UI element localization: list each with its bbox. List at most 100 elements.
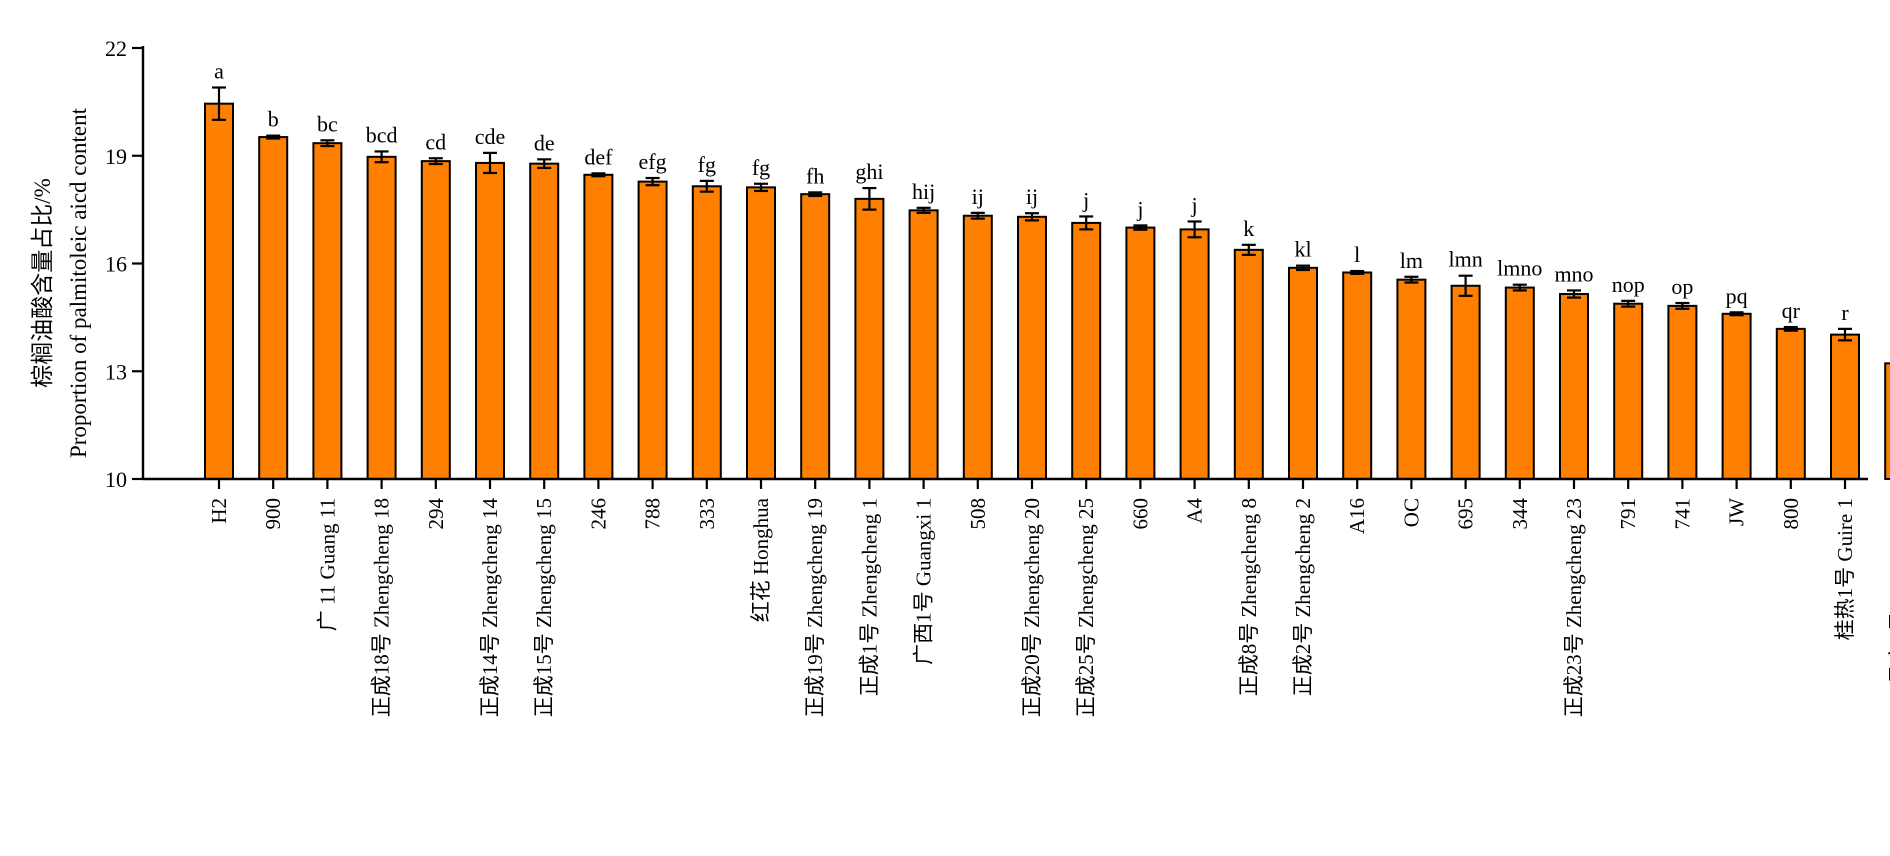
- x-tick-label: 正成15号 Zhengcheng 15: [532, 498, 556, 717]
- x-tick-label: 正成25号 Zhengcheng 25: [1074, 498, 1098, 717]
- bar: [1017, 215, 1047, 481]
- bar: [1721, 312, 1752, 480]
- axes-group: [141, 46, 1868, 481]
- significance-label: nop: [1612, 272, 1645, 297]
- significance-label: r: [1841, 300, 1849, 325]
- significance-label: ij: [972, 184, 984, 209]
- bar: [1667, 304, 1698, 480]
- error-bar: [1567, 289, 1581, 299]
- error-bar: [1404, 275, 1419, 284]
- error-bar: [808, 191, 823, 198]
- x-tick-label: 正成14号 Zhengcheng 14: [478, 498, 502, 718]
- x-tick-label: 800: [1779, 498, 1803, 530]
- bar: [800, 193, 831, 480]
- error-bar: [1512, 283, 1527, 292]
- x-tick-label: 正成23号 Zhengcheng 23: [1562, 498, 1586, 717]
- significance-label: bc: [317, 111, 338, 136]
- significance-label: fg: [752, 155, 770, 180]
- significance-label: lmno: [1497, 256, 1542, 281]
- bar: [1775, 327, 1806, 481]
- significance-label: de: [534, 130, 555, 155]
- bar: [1830, 333, 1860, 480]
- bar: [1559, 293, 1589, 481]
- bar: [420, 160, 451, 480]
- x-tick-label: 294: [424, 498, 448, 530]
- bar: [1233, 248, 1264, 480]
- bar: [1613, 302, 1644, 480]
- x-tick-label: 红花 Honghua: [749, 497, 773, 622]
- x-tick-label: 桂热1号 Guire 1: [1833, 498, 1857, 640]
- significance-label: l: [1354, 242, 1360, 267]
- error-bar: [1783, 325, 1798, 332]
- error-bar: [428, 157, 443, 166]
- y-tick-label: 13: [105, 359, 127, 384]
- significance-label: ij: [1026, 184, 1038, 209]
- x-tick-label: 正成18号 Zhengcheng 18: [370, 498, 394, 717]
- bar: [529, 162, 560, 480]
- error-bar: [1079, 215, 1094, 231]
- error-bar: [916, 206, 931, 214]
- error-bar: [1241, 243, 1256, 256]
- x-tick-label: 246: [586, 498, 610, 530]
- error-bars-group: [212, 86, 1852, 342]
- x-tick-label: 695: [1454, 498, 1478, 530]
- significance-label: b: [268, 107, 279, 132]
- error-bar: [1350, 269, 1365, 276]
- x-tick-label: 791: [1616, 498, 1640, 530]
- bar: [691, 185, 722, 480]
- significance-label: lmn: [1448, 247, 1482, 272]
- y-tick-label: 22: [105, 36, 127, 61]
- error-bar: [1729, 311, 1744, 317]
- significance-label: efg: [639, 149, 667, 174]
- error-bar: [1458, 274, 1473, 297]
- bar: [908, 209, 939, 481]
- error-bar: [1187, 220, 1202, 239]
- x-tick-label: 正成1号 Zhengcheng 1: [857, 498, 881, 696]
- error-bar: [483, 151, 497, 175]
- x-tick-label: 344: [1508, 498, 1532, 530]
- bar: [204, 102, 234, 480]
- bar: [312, 142, 343, 480]
- x-tick-label: 广 11 Guang 11: [315, 498, 339, 631]
- significance-label: pq: [1726, 283, 1748, 308]
- significance-label: j: [1136, 196, 1143, 221]
- significance-label: lm: [1400, 248, 1423, 273]
- significance-label: mno: [1554, 261, 1593, 286]
- y-axis-title-en: Proportion of palmitoleic aicd content: [66, 107, 91, 458]
- error-bar: [1296, 264, 1310, 272]
- error-bar: [266, 134, 281, 140]
- bar: [366, 155, 397, 480]
- significance-label: j: [1191, 192, 1198, 217]
- significance-label: cd: [425, 129, 446, 154]
- x-tick-label: 正成19号 Zhengcheng 19: [803, 498, 827, 717]
- significance-label: a: [214, 59, 224, 84]
- bar: [1071, 221, 1102, 481]
- x-tick-label: 508: [966, 498, 990, 530]
- x-tick-label: 333: [695, 498, 719, 530]
- bar: [1342, 271, 1373, 480]
- y-axis-title-cn: 棕榈油酸含量占比/%: [30, 178, 55, 388]
- error-bar: [1133, 224, 1148, 231]
- error-bar: [1025, 212, 1039, 222]
- bar: [1288, 266, 1318, 480]
- error-bar: [1838, 327, 1852, 342]
- x-tick-label: 广西1号 Guangxi 1: [912, 498, 936, 665]
- significance-label: qr: [1782, 298, 1801, 323]
- y-tick-label: 16: [105, 252, 127, 277]
- x-tick-label: 昌宁1号 Changning 1: [1887, 498, 1890, 685]
- bar: [1504, 286, 1535, 481]
- x-tick-label: JW: [1725, 498, 1749, 526]
- significance-label: j: [1082, 187, 1089, 212]
- x-tick-label: 正成8号 Zhengcheng 8: [1237, 498, 1261, 696]
- significance-labels-group: a b bc bcd cd cde de def efg fg fg fh ghi hij ij ij j j j k…: [214, 59, 1849, 325]
- x-tick-label: 正成2号 Zhengcheng 2: [1291, 498, 1315, 696]
- error-bar: [862, 186, 877, 211]
- bar: [637, 180, 668, 481]
- x-tick-label: 660: [1128, 498, 1152, 530]
- significance-label: k: [1243, 216, 1254, 241]
- error-bar: [754, 182, 768, 193]
- bar: [746, 186, 776, 481]
- significance-label: def: [584, 144, 613, 169]
